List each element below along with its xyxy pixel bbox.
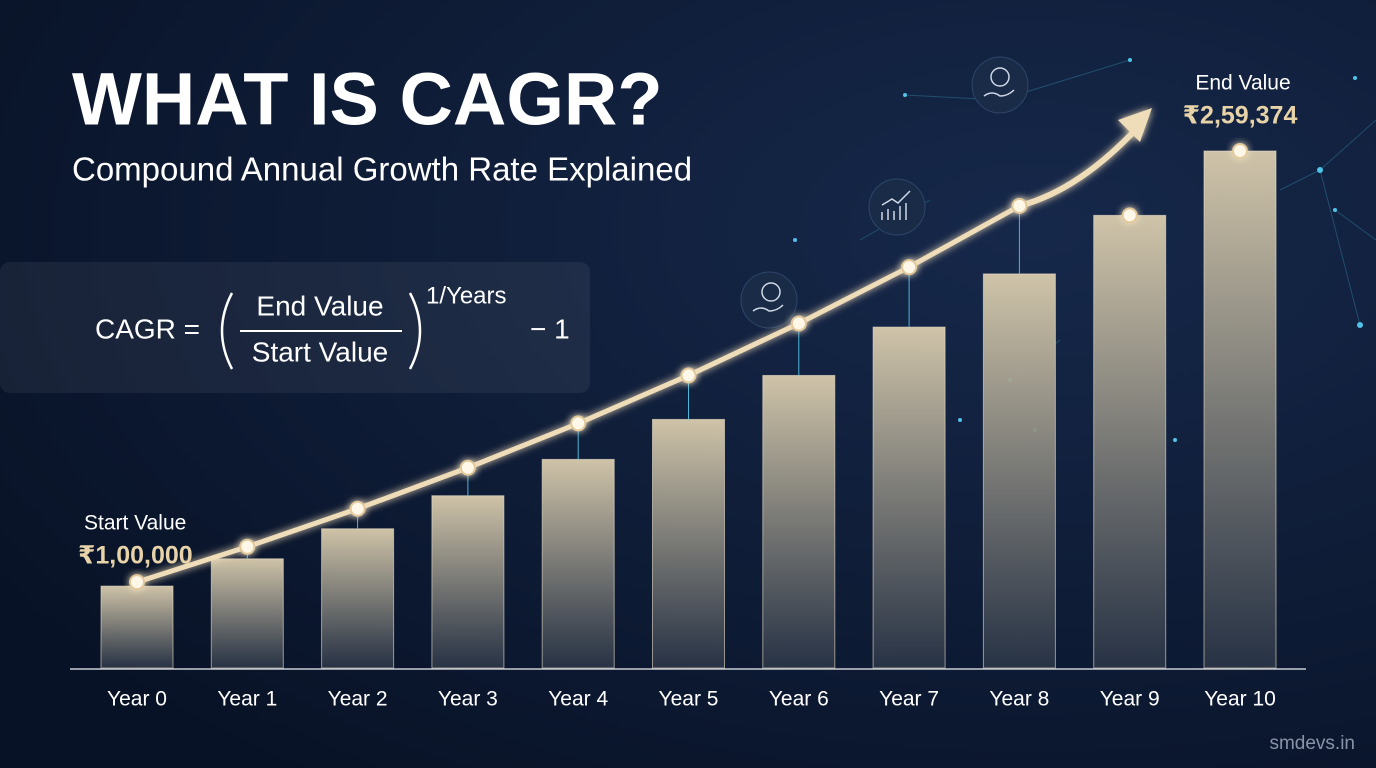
x-tick-label: Year 1: [217, 688, 277, 711]
x-tick-label: Year 2: [328, 688, 388, 711]
icon-coin-hand: [971, 56, 1029, 114]
formula-left: CAGR =: [95, 313, 200, 344]
subtitle: Compound Annual Growth Rate Explained: [72, 151, 692, 188]
formula-tail: − 1: [530, 313, 570, 344]
glow-dot: [129, 574, 145, 591]
bar: [652, 418, 725, 669]
glow-dot: [790, 315, 807, 332]
bar: [321, 528, 395, 669]
glow-dot: [1121, 207, 1138, 224]
growth-arrowhead: [1118, 108, 1152, 142]
x-tick-label: Year 7: [879, 688, 939, 711]
x-tick-label: Year 5: [659, 688, 719, 711]
value-label: ₹2,59,374: [1183, 102, 1298, 130]
end-annotation: End Value: [1195, 72, 1290, 95]
bar: [982, 273, 1056, 669]
glow-dot: [570, 415, 587, 432]
formula-denominator: Start Value: [252, 336, 388, 367]
x-tick-label: Year 3: [438, 688, 498, 711]
paren-right: [408, 292, 422, 370]
value-label: ₹1,00,000: [78, 542, 193, 570]
formula-exponent: 1/Years: [426, 282, 507, 309]
glow-dot: [349, 500, 366, 517]
glow-dot: [680, 367, 697, 384]
glow-dot: [459, 459, 476, 476]
bar: [100, 585, 174, 669]
bar: [1203, 150, 1277, 669]
formula-numerator: End Value: [256, 290, 383, 321]
bar: [762, 374, 836, 669]
glow-dot: [1011, 197, 1028, 214]
growth-arrow-tail: [1018, 122, 1143, 209]
glow-dot: [901, 259, 918, 276]
bar: [431, 495, 505, 669]
watermark: smdevs.in: [1269, 733, 1355, 754]
glow-dot: [1232, 143, 1248, 160]
x-tick-label: Year 9: [1100, 688, 1160, 711]
x-tick-label: Year 8: [989, 688, 1049, 711]
x-tick-label: Year 10: [1204, 688, 1276, 711]
bar: [541, 458, 615, 669]
x-tick-label: Year 6: [769, 688, 829, 711]
x-tick-label: Year 4: [548, 688, 608, 711]
title: WHAT IS CAGR?: [72, 58, 663, 141]
start-annotation: Start Value: [84, 512, 186, 535]
formula-box: [0, 262, 590, 393]
icon-coin-hand: [740, 271, 798, 329]
bar: [1093, 214, 1167, 669]
x-tick-label: Year 0: [107, 688, 167, 711]
icon-growth: [868, 178, 926, 236]
paren-left: [220, 292, 234, 370]
bar: [210, 558, 284, 669]
bar: [872, 326, 946, 669]
glow-dot: [239, 538, 256, 555]
